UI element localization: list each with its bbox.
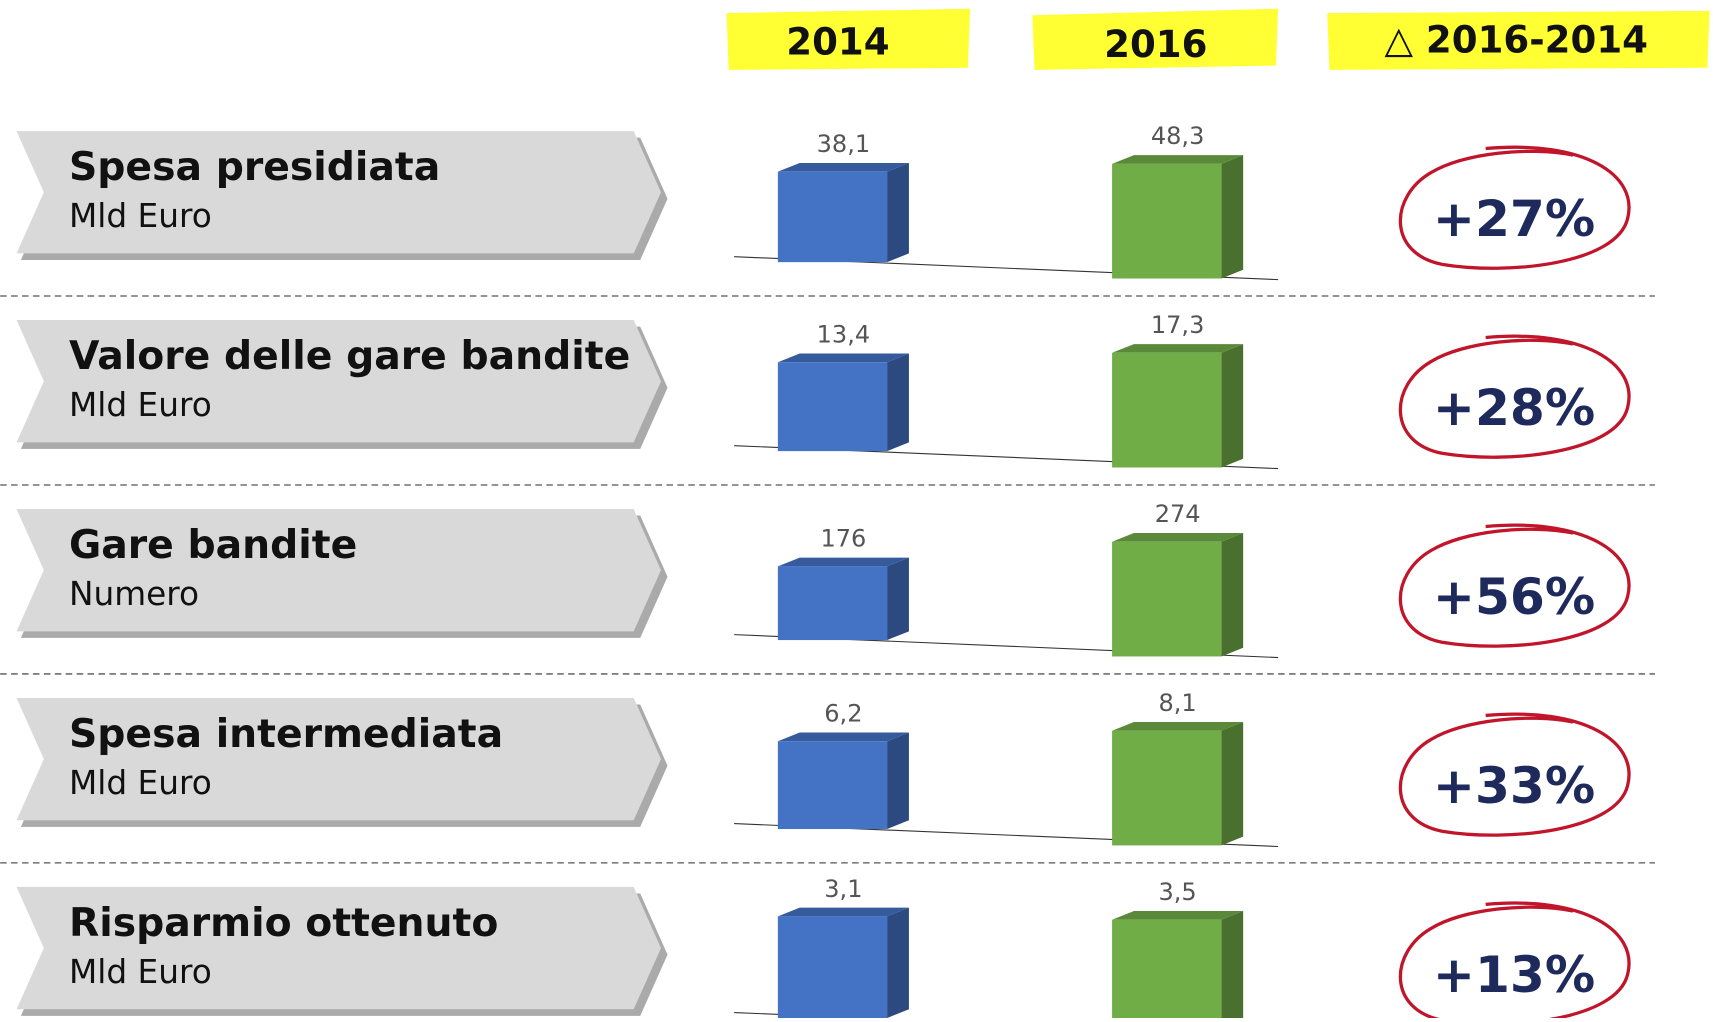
row-label-box	[16, 697, 661, 821]
bar-side	[1221, 533, 1244, 657]
value-label: 3,1	[824, 875, 862, 903]
bar-top	[777, 162, 909, 172]
change-label: +13%	[1433, 945, 1595, 1004]
bar	[777, 566, 888, 641]
change-circle	[1398, 145, 1631, 270]
column-header: 2016	[1104, 23, 1207, 66]
row-title: Spesa presidiata	[69, 145, 440, 190]
bar-top	[1112, 155, 1244, 164]
bar	[777, 741, 888, 830]
change-label: +27%	[1433, 189, 1595, 248]
row-subtitle: Mld Euro	[69, 953, 212, 991]
bar	[1112, 163, 1222, 279]
bar-side	[1221, 344, 1244, 468]
change-label: +33%	[1433, 756, 1595, 815]
header-highlight	[726, 8, 971, 70]
bar	[777, 916, 888, 1018]
bar-top	[777, 732, 909, 742]
change-label: +28%	[1433, 378, 1595, 437]
row-title: Valore delle gare bandite	[69, 334, 630, 379]
bar-top	[777, 557, 909, 567]
bar-top	[777, 907, 909, 917]
bar-side	[887, 557, 909, 641]
bar-top	[1112, 344, 1244, 353]
change-circle	[1398, 334, 1631, 459]
bar-side	[1221, 721, 1244, 846]
change-circle	[1398, 901, 1631, 1022]
bar-top	[1112, 533, 1244, 542]
value-label: 38,1	[817, 130, 870, 158]
value-label: 48,3	[1151, 122, 1204, 150]
column-header: △ 2016-2014	[1384, 18, 1648, 61]
bar-side	[887, 353, 909, 452]
row-subtitle: Mld Euro	[69, 386, 212, 424]
bar	[1112, 730, 1222, 846]
bar	[1112, 352, 1222, 468]
row-label-box	[16, 320, 661, 443]
bar	[1112, 919, 1222, 1022]
bar-side	[887, 907, 909, 1018]
bar-top	[1112, 721, 1244, 731]
change-label: +56%	[1433, 567, 1595, 626]
row-subtitle: Mld Euro	[69, 197, 212, 235]
row-label-box	[16, 509, 661, 632]
bar-side	[887, 732, 909, 830]
bar	[1112, 541, 1222, 657]
bar	[777, 362, 888, 452]
bar-top	[777, 353, 909, 363]
row-subtitle: Numero	[69, 575, 199, 613]
value-label: 8,1	[1159, 689, 1197, 717]
column-header: 2014	[786, 21, 889, 64]
bar-side	[887, 162, 909, 263]
row-subtitle: Mld Euro	[69, 764, 212, 802]
change-circle	[1398, 712, 1631, 837]
value-label: 176	[820, 525, 866, 553]
value-label: 17,3	[1151, 311, 1204, 339]
row-title: Spesa intermediata	[69, 712, 503, 757]
change-circle	[1398, 523, 1631, 648]
value-label: 13,4	[817, 321, 870, 349]
header-highlight	[1327, 10, 1710, 70]
row-title: Gare bandite	[69, 523, 357, 568]
bar-side	[1221, 910, 1244, 1022]
bar-side	[1221, 155, 1244, 279]
row-label-box	[16, 886, 661, 1010]
bar-top	[1112, 910, 1244, 920]
value-label: 6,2	[824, 700, 862, 728]
value-label: 3,5	[1159, 878, 1197, 906]
bar	[777, 171, 888, 263]
value-label: 274	[1155, 500, 1201, 528]
header-highlight	[1032, 8, 1279, 70]
row-label-box	[16, 131, 661, 254]
row-title: Risparmio ottenuto	[69, 901, 498, 946]
